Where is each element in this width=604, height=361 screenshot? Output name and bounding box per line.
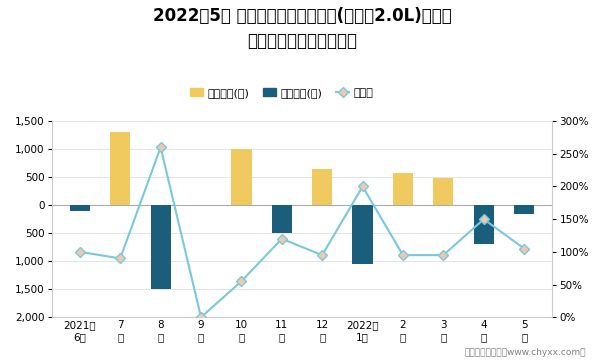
产销率 [117, 256, 124, 261]
Bar [353, 205, 373, 264]
产销率 [198, 315, 205, 319]
Bar [393, 173, 413, 205]
产销率 [76, 250, 83, 254]
产销率 [238, 279, 245, 283]
Bar [110, 132, 130, 205]
产销率 [157, 145, 164, 149]
产销率 [521, 247, 528, 251]
Bar [150, 205, 171, 289]
Bar [69, 205, 90, 211]
产销率 [399, 253, 406, 257]
Bar [312, 169, 332, 205]
Legend: 积压库存(辆), 清仓库存(辆), 产销率: 积压库存(辆), 清仓库存(辆), 产销率 [185, 83, 378, 103]
Bar [231, 149, 251, 205]
产销率 [480, 217, 487, 221]
Bar [514, 205, 535, 214]
Text: 2022年5月 亚洲狮旗下最畅销轿车(亚洲狮2.0L)近一年
库存情况及产销率统计图: 2022年5月 亚洲狮旗下最畅销轿车(亚洲狮2.0L)近一年 库存情况及产销率统… [153, 7, 451, 50]
产销率 [440, 253, 447, 257]
Bar [272, 205, 292, 233]
Line: 产销率: 产销率 [76, 144, 528, 321]
产销率 [278, 236, 286, 241]
Text: 制图：智研咨询（www.chyxx.com）: 制图：智研咨询（www.chyxx.com） [464, 348, 586, 357]
Bar [433, 178, 454, 205]
Bar [474, 205, 494, 244]
产销率 [318, 253, 326, 257]
产销率 [359, 184, 366, 189]
